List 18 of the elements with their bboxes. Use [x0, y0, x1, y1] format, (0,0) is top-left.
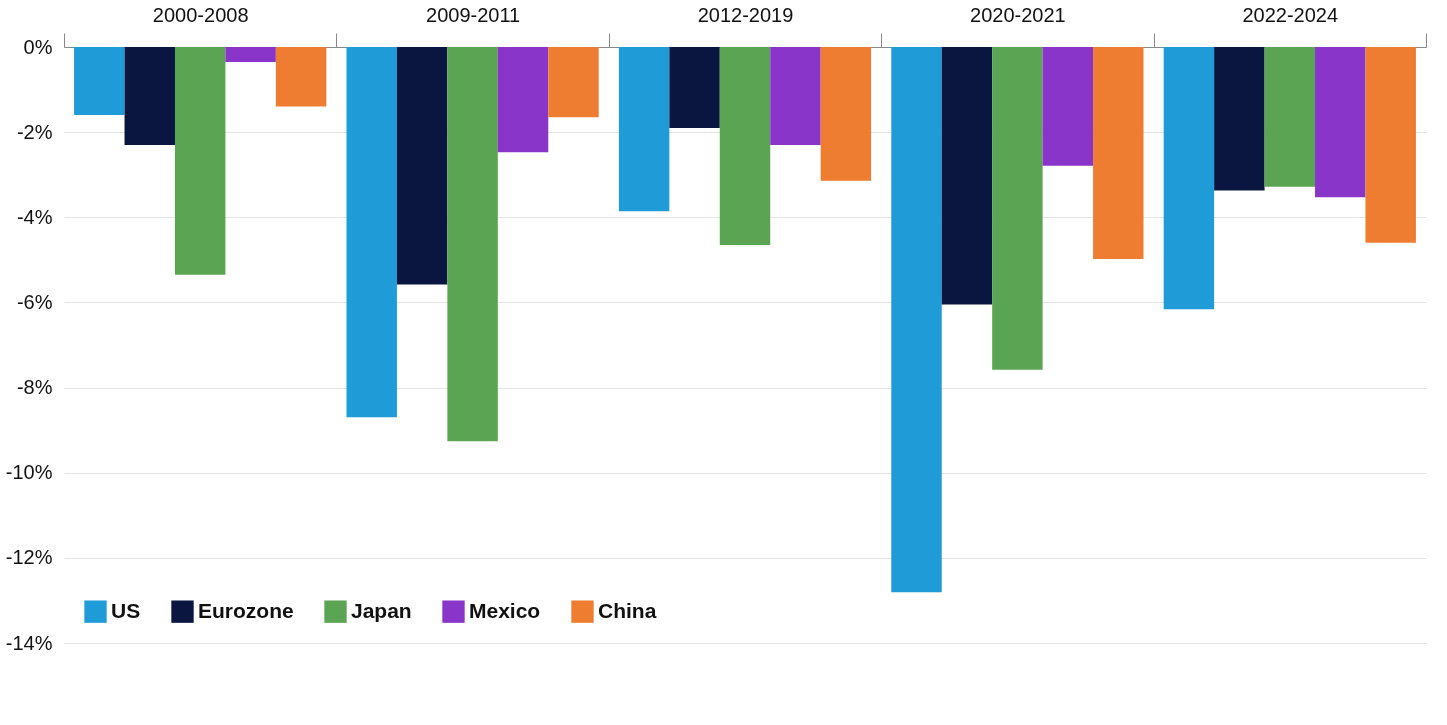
legend-label: Mexico	[469, 598, 541, 622]
y-tick-label: -2%	[16, 120, 53, 143]
x-tick-label: 2022-2024	[1242, 3, 1339, 26]
x-tick-label: 2012-2019	[697, 3, 794, 26]
legend-label: China	[598, 598, 657, 622]
legend-label: Japan	[351, 598, 412, 622]
x-tick-label: 2009-2011	[426, 3, 521, 26]
y-tick-label: -10%	[5, 461, 53, 484]
x-tick-label: 2000-2008	[152, 3, 249, 26]
y-tick-label: -8%	[16, 376, 53, 399]
y-tick-label: -4%	[16, 205, 53, 228]
legend-label: Eurozone	[198, 598, 294, 622]
y-tick-label: -6%	[16, 290, 53, 313]
y-tick-label: -14%	[5, 631, 53, 654]
y-tick-label: 0%	[23, 35, 53, 58]
y-tick-label: -12%	[5, 546, 53, 569]
x-tick-label: 2020-2021	[970, 3, 1066, 26]
legend-label: US	[111, 598, 141, 622]
